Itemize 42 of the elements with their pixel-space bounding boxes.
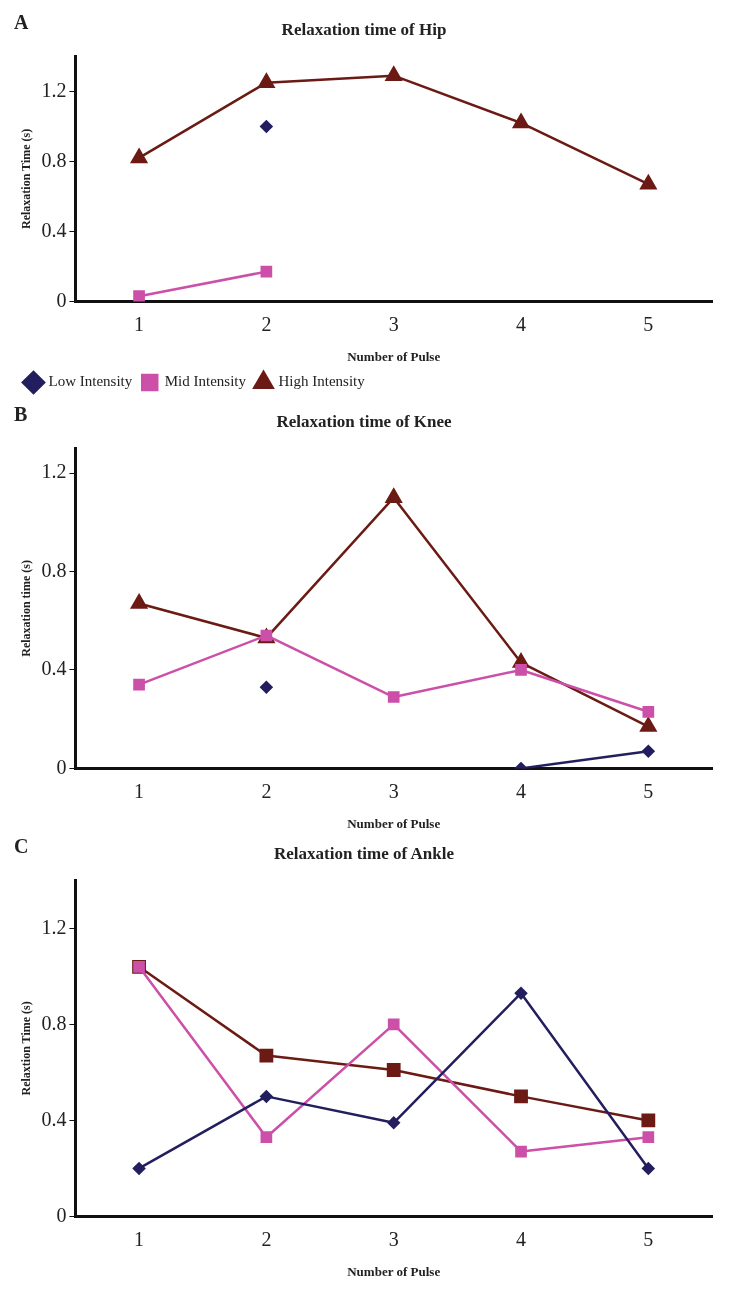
chart-title: Relaxation time of Hip — [281, 19, 447, 39]
text: C — [14, 835, 29, 858]
legend-label: Low Intensity — [48, 373, 133, 390]
y-tick-label: 0.8 — [41, 148, 67, 171]
legend-label: High Intensity — [278, 373, 366, 390]
y-axis-title: Relaxation Time (s) — [19, 128, 34, 230]
y-axis-title: Relaxation time (s) — [19, 560, 34, 657]
x-tick-label: 3 — [388, 1227, 399, 1250]
chart-title: Relaxation time of Ankle — [274, 843, 455, 863]
x-axis-title: Number of Pulse — [347, 815, 441, 831]
y-tick-label: 0 — [56, 1203, 67, 1226]
x-tick-label: 1 — [134, 312, 145, 335]
y-tick-label: 1.2 — [41, 915, 67, 938]
y-tick-label: 0 — [56, 288, 67, 311]
x-tick-label: 1 — [134, 1227, 145, 1250]
y-axis-title: Relaxtion Time (s) — [19, 1001, 34, 1096]
x-tick-label: 2 — [261, 312, 272, 335]
y-tick-label: 0.4 — [41, 657, 67, 680]
x-tick-label: 4 — [516, 1227, 527, 1250]
y-tick-label: 0.8 — [41, 1011, 67, 1034]
legend-label: Mid Intensity — [164, 373, 247, 390]
x-axis-title: Number of Pulse — [347, 348, 441, 364]
x-tick-label: 3 — [388, 779, 399, 802]
x-tick-label: 4 — [516, 312, 527, 335]
y-tick-label: 1.2 — [41, 460, 67, 483]
chart-title: Relaxation time of Knee — [276, 411, 453, 431]
x-tick-label: 3 — [388, 312, 399, 335]
x-axis-title: Number of Pulse — [347, 1263, 441, 1279]
x-tick-label: 4 — [516, 779, 527, 802]
x-tick-label: 1 — [134, 779, 145, 802]
x-tick-label: 2 — [261, 779, 272, 802]
x-tick-label: 5 — [643, 779, 654, 802]
x-tick-label: 5 — [643, 1227, 654, 1250]
y-tick-label: 0.8 — [41, 558, 67, 581]
text: B — [14, 403, 28, 426]
y-tick-label: 0.4 — [41, 1107, 67, 1130]
x-tick-label: 2 — [261, 1227, 272, 1250]
y-tick-label: 0.4 — [41, 218, 67, 241]
text: A — [14, 11, 29, 34]
y-tick-label: 1.2 — [41, 78, 67, 101]
x-tick-label: 5 — [643, 312, 654, 335]
y-tick-label: 0 — [56, 755, 67, 778]
